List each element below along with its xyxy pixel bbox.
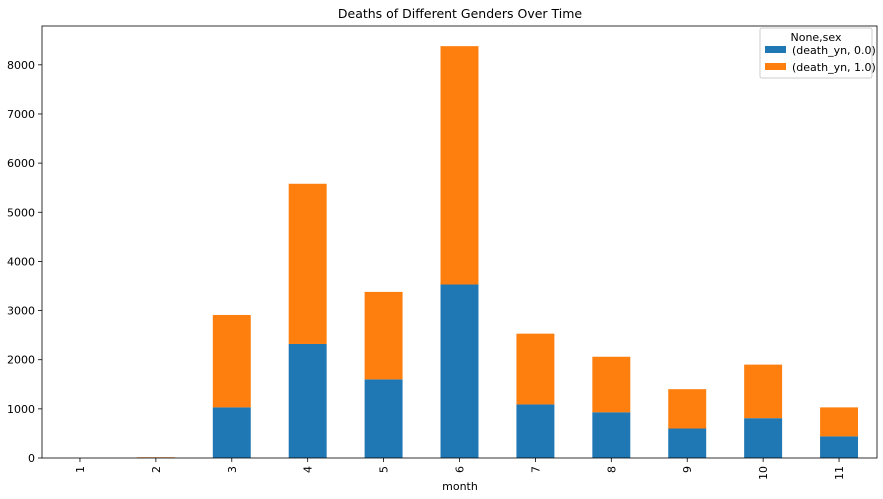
bar-month-7-series-0 (516, 404, 555, 458)
y-tick-label: 8000 (7, 59, 35, 72)
legend-frame (759, 27, 873, 79)
legend-swatch-death-0 (765, 46, 786, 53)
x-tick-label: 1 (74, 466, 87, 473)
bar-month-10-series-0 (744, 418, 783, 458)
y-tick-label: 2000 (7, 354, 35, 367)
y-tick-label: 1000 (7, 403, 35, 416)
legend: None,sex (death_yn, 0.0) (death_yn, 1.0) (759, 27, 876, 79)
plot-area (41, 25, 878, 459)
chart-title: Deaths of Different Genders Over Time (338, 6, 583, 21)
legend-label-death-1: (death_yn, 1.0) (792, 61, 876, 74)
bar-month-9-series-0 (668, 428, 707, 458)
x-tick-label: 5 (378, 466, 391, 473)
bar-month-5-series-1 (364, 291, 403, 380)
x-tick-label: 4 (302, 466, 315, 473)
y-tick-label: 5000 (7, 206, 35, 219)
y-tick-label: 7000 (7, 108, 35, 121)
y-tick-label: 6000 (7, 157, 35, 170)
bar-month-9-series-1 (668, 389, 707, 429)
legend-swatch-death-1 (765, 63, 786, 70)
y-axis: 0 1000 2000 3000 4000 5000 6000 7000 8000 (7, 59, 42, 465)
bar-month-6-series-0 (440, 284, 479, 458)
bar-month-8-series-0 (592, 412, 631, 458)
y-tick-label: 4000 (7, 255, 35, 268)
bar-month-7-series-1 (516, 333, 555, 405)
x-tick-label: 7 (529, 466, 542, 473)
x-tick-label: 2 (150, 466, 163, 473)
bar-month-11-series-0 (820, 436, 859, 458)
bar-month-4-series-0 (288, 343, 327, 458)
y-tick-label: 3000 (7, 305, 35, 318)
x-axis: 1 2 3 4 5 6 7 8 9 10 11 (74, 458, 846, 480)
x-axis-title: month (442, 480, 478, 493)
x-tick-label: 6 (454, 466, 467, 473)
legend-title: None,sex (790, 31, 841, 44)
bar-month-6-series-1 (440, 46, 479, 285)
bar-month-10-series-1 (744, 364, 783, 419)
bar-month-3-series-0 (212, 407, 251, 458)
x-tick-label: 3 (226, 466, 239, 473)
x-tick-label: 8 (605, 466, 618, 473)
x-tick-label: 10 (757, 466, 770, 480)
bar-month-3-series-1 (212, 314, 251, 408)
bar-month-11-series-1 (820, 407, 859, 437)
bar-month-4-series-1 (288, 183, 327, 344)
bar-month-8-series-1 (592, 356, 631, 413)
legend-label-death-0: (death_yn, 0.0) (792, 44, 876, 57)
y-tick-label: 0 (28, 452, 35, 465)
bar-month-5-series-0 (364, 379, 403, 458)
x-tick-label: 11 (833, 466, 846, 480)
x-tick-label: 9 (681, 466, 694, 473)
